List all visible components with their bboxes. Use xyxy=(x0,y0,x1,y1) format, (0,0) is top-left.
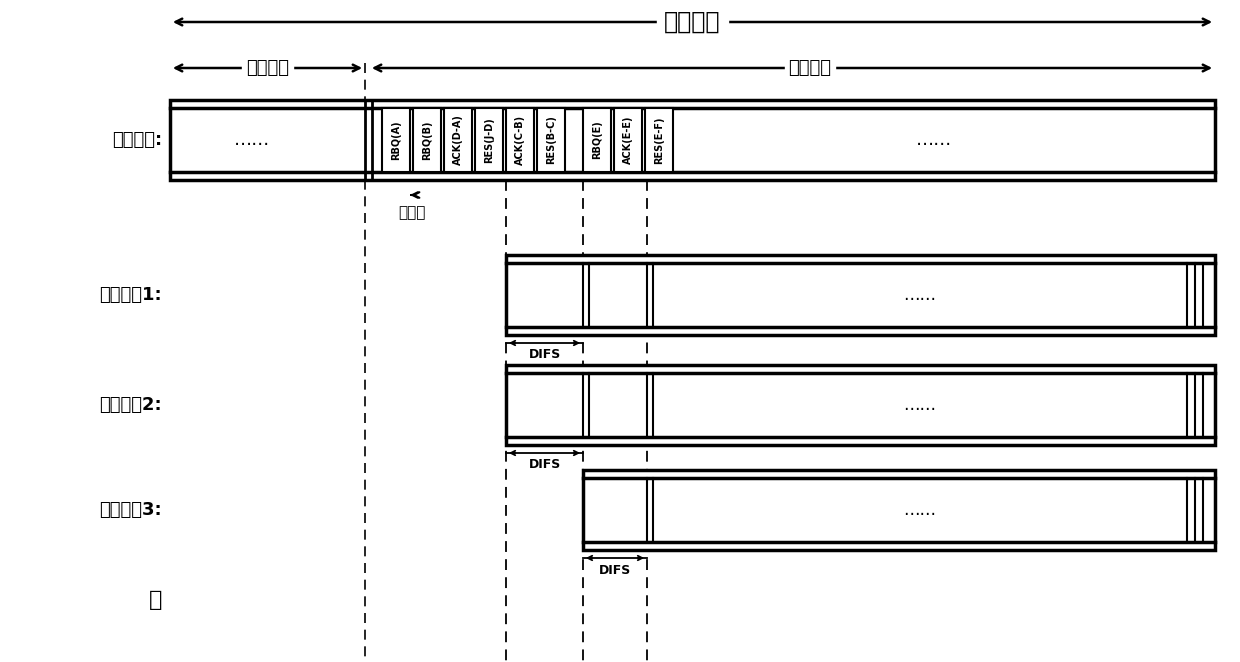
Bar xyxy=(645,108,673,172)
Bar xyxy=(614,108,642,172)
Bar xyxy=(170,100,1215,180)
Text: RES(E-F): RES(E-F) xyxy=(653,117,663,164)
Bar xyxy=(506,255,1215,335)
Text: 退避数: 退避数 xyxy=(398,205,425,220)
Text: ACK(C-B): ACK(C-B) xyxy=(515,115,525,165)
Bar xyxy=(413,108,441,172)
Bar xyxy=(506,108,534,172)
Bar xyxy=(506,365,1215,445)
Text: RBQ(E): RBQ(E) xyxy=(591,120,601,160)
Bar xyxy=(537,108,565,172)
Text: ACK(D-A): ACK(D-A) xyxy=(453,115,463,166)
Text: 服务信道2:: 服务信道2: xyxy=(99,396,162,414)
Text: RBQ(A): RBQ(A) xyxy=(391,120,401,160)
Text: ……: …… xyxy=(234,131,270,149)
Text: 同步间隔: 同步间隔 xyxy=(665,10,720,34)
Text: RBQ(B): RBQ(B) xyxy=(422,120,432,160)
Text: DIFS: DIFS xyxy=(528,348,560,361)
Text: DIFS: DIFS xyxy=(599,563,631,577)
Text: 服务信道3:: 服务信道3: xyxy=(99,501,162,519)
Text: 协商周期: 协商周期 xyxy=(789,59,832,77)
Text: ACK(E-E): ACK(E-E) xyxy=(622,116,632,164)
Text: ……: …… xyxy=(904,286,936,304)
Bar xyxy=(583,470,1215,550)
Text: ……: …… xyxy=(904,396,936,414)
Bar xyxy=(583,108,611,172)
Bar xyxy=(475,108,503,172)
Text: DIFS: DIFS xyxy=(528,459,560,471)
Text: 广播周期: 广播周期 xyxy=(246,59,289,77)
Text: RES(J-D): RES(J-D) xyxy=(484,117,494,163)
Text: ……: …… xyxy=(916,131,952,149)
Text: ：: ： xyxy=(149,590,162,610)
Bar xyxy=(444,108,472,172)
Text: 控制信道:: 控制信道: xyxy=(112,131,162,149)
Bar xyxy=(382,108,410,172)
Text: ……: …… xyxy=(904,501,936,519)
Text: 服务信道1:: 服务信道1: xyxy=(99,286,162,304)
Text: RES(B-C): RES(B-C) xyxy=(546,116,556,164)
